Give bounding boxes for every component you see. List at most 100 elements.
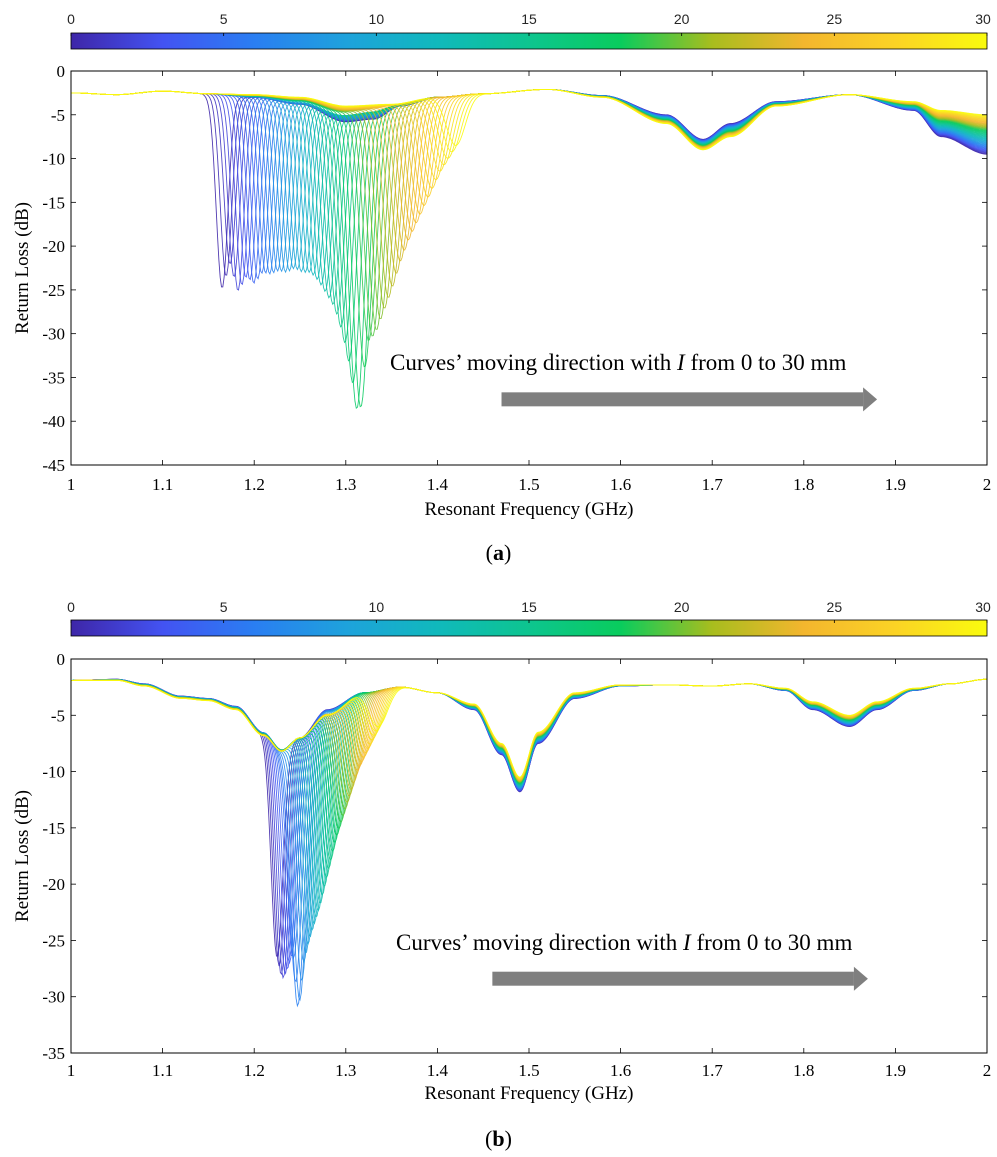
x-tick-label: 1.7 — [702, 1061, 724, 1080]
arrow-shaft — [492, 971, 854, 986]
colorbar-tick-label-a: 10 — [369, 11, 385, 27]
annotation-prefix: Curves’ moving direction with — [396, 930, 683, 955]
x-tick-label: 1.9 — [885, 1061, 906, 1080]
series-line — [71, 88, 987, 274]
direction-arrow-a — [501, 387, 878, 412]
x-tick-label: 1 — [67, 1061, 76, 1080]
y-tick-label: -5 — [51, 106, 65, 125]
x-tick-label: 1.8 — [793, 1061, 814, 1080]
x-tick-label: 1.5 — [518, 475, 539, 494]
x-tick-label: 1.6 — [610, 1061, 631, 1080]
series-line — [71, 88, 987, 278]
series-line — [71, 678, 987, 796]
series-line — [71, 88, 987, 274]
curves-group-b — [71, 678, 987, 1008]
annotation-prefix: Curves’ moving direction with — [390, 350, 677, 375]
y-tick-label: -45 — [42, 456, 65, 475]
y-tick-label: -40 — [42, 412, 65, 431]
annotation-italic: I — [682, 930, 692, 955]
colorbar-tick-label-b: 5 — [220, 599, 228, 615]
chart-a-svg: 0 5 10 15 20 25 301 1.1 1.2 1.3 1.4 1.5 1.6 1.7 1.8 1.9… — [12, 11, 991, 520]
x-tick-label: 1 — [67, 475, 76, 494]
colorbar-tick-label-a: 30 — [975, 11, 991, 27]
arrow-head — [863, 387, 878, 412]
annotation-suffix: from 0 to 30 mm — [691, 930, 853, 955]
y-tick-label: -25 — [42, 281, 65, 300]
colorbar-tick-label-b: 0 — [67, 599, 75, 615]
annotation-text-b: Curves’ moving direction with I from 0 t… — [396, 930, 852, 955]
series-line — [71, 88, 987, 273]
series-line — [71, 88, 987, 181]
series-line — [71, 88, 987, 293]
caption-a: (a) — [485, 540, 512, 565]
series-line — [71, 88, 987, 341]
y-tick-label: 0 — [57, 650, 66, 669]
x-axis-a: 1 1.1 1.2 1.3 1.4 1.5 1.6 1.7 1.8 1.9 2 — [67, 71, 991, 494]
x-tick-label: 1.4 — [427, 475, 449, 494]
y-tick-label: -5 — [51, 706, 65, 725]
series-line — [71, 88, 987, 224]
colorbar-tick-label-b: 20 — [674, 599, 690, 615]
x-tick-label: 1.7 — [702, 475, 724, 494]
y-axis-b: 0 -5 -10 -15 -20 -25 -30 -35 — [42, 650, 987, 1063]
colorbar-b: 0 5 10 15 20 25 30 — [67, 599, 991, 637]
series-line — [71, 88, 987, 286]
series-line — [71, 88, 987, 274]
series-line — [71, 678, 987, 887]
y-tick-label: -10 — [42, 763, 65, 782]
series-line — [71, 88, 987, 262]
series-line — [71, 88, 987, 344]
series-line — [71, 88, 987, 280]
x-tick-label: 1.3 — [335, 1061, 356, 1080]
chart-b-svg: 0 5 10 15 20 25 301 1.1 1.2 1.3 1.4 1.5 1.6 1.7 1.8 1.9… — [12, 599, 992, 1104]
colorbar-tick-label-b: 10 — [369, 599, 385, 615]
series-line — [71, 88, 987, 274]
series-line — [71, 88, 987, 273]
series-line — [71, 88, 987, 232]
x-tick-label: 1.8 — [793, 475, 814, 494]
x-tick-label: 1.1 — [152, 1061, 173, 1080]
series-line — [71, 88, 987, 151]
y-axis-label-b: Return Loss (dB) — [12, 790, 33, 922]
series-line — [71, 678, 987, 790]
series-line — [71, 678, 987, 803]
colorbar-tick-label-a: 0 — [67, 11, 75, 27]
series-line — [71, 88, 987, 275]
series-line — [71, 678, 987, 878]
series-line — [71, 88, 987, 287]
series-line — [71, 88, 987, 241]
series-line — [71, 88, 987, 309]
x-axis-label-a: Resonant Frequency (GHz) — [425, 499, 634, 520]
caption-b: (b) — [485, 1126, 512, 1151]
arrow-shaft — [501, 392, 864, 407]
colorbar-tick-label-a: 25 — [827, 11, 843, 27]
y-tick-label: -20 — [42, 875, 65, 894]
y-tick-label: -30 — [42, 325, 65, 344]
series-line — [71, 88, 987, 153]
series-line — [71, 88, 987, 330]
y-axis-a: 0 -5 -10 -15 -20 -25 -30 -35 -40 -45 — [42, 62, 987, 475]
series-line — [71, 678, 987, 896]
x-tick-label: 1.2 — [244, 1061, 265, 1080]
series-line — [71, 88, 987, 275]
x-tick-label: 1.5 — [518, 1061, 539, 1080]
x-tick-label: 1.2 — [244, 475, 265, 494]
caption-b-letter: b — [492, 1126, 505, 1151]
y-tick-label: -35 — [42, 368, 65, 387]
series-line — [71, 88, 987, 264]
figure-panel-b: 0 5 10 15 20 25 30 1 1.1 1.2 1.3 1.4 1.5 1.6 1.7 1.8 1.9… — [0, 586, 997, 1157]
y-tick-label: -30 — [42, 988, 65, 1007]
figure-panel-a: 0 5 10 15 20 25 30 1 1.1 1.2 1.3 1.4 1.5 1.6 1.7 1.8 1.9… — [0, 0, 997, 578]
colorbar-a: 0 5 10 15 20 25 30 — [67, 11, 991, 50]
series-line — [71, 678, 987, 912]
series-line — [71, 88, 987, 275]
series-line — [71, 88, 987, 368]
series-line — [71, 678, 987, 1008]
x-tick-label: 2 — [983, 1061, 992, 1080]
y-tick-label: 0 — [57, 62, 66, 81]
series-line — [71, 88, 987, 288]
caption-a-letter: a — [493, 540, 504, 565]
annotation-italic: I — [676, 350, 686, 375]
series-line — [71, 88, 987, 172]
colorbar-tick-label-b: 15 — [521, 599, 537, 615]
